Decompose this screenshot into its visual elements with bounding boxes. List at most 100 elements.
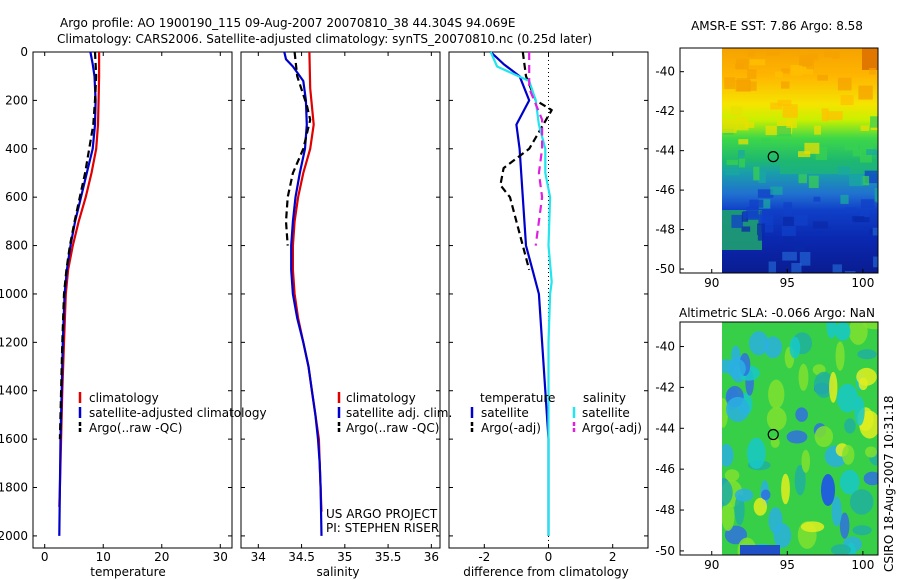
sst-cell [730, 105, 743, 116]
sst-cell [761, 138, 771, 144]
sst-cell [747, 48, 755, 57]
sla-cell [746, 437, 766, 469]
difference-plot-area: -2 0 2 [449, 51, 648, 564]
sst-map-title: AMSR-E SST: 7.86 Argo: 8.58 [691, 19, 863, 33]
sst-cell [845, 207, 858, 214]
legend-label-sal-satellite: satellite [582, 406, 630, 420]
sla-map-border [679, 321, 879, 556]
salinity-legend: climatology satellite adj. clim. Argo(..… [337, 391, 452, 435]
sla-cell [814, 426, 834, 448]
sla-cell [858, 377, 868, 391]
sst-cell [824, 49, 832, 58]
x-tick-label: -2 [478, 550, 490, 564]
sla-cell [724, 525, 748, 545]
sst-cell [874, 188, 878, 202]
x-tick-label: 0 [545, 550, 553, 564]
argo-location-marker [767, 428, 779, 441]
temperature-plot-area: 0 10 20 30 0 200 400 600 800 1000 1200 1400 1600 1800… [0, 45, 232, 564]
x-tick-label: 36 [424, 550, 439, 564]
sla-cell [734, 488, 754, 502]
sla-cell [831, 496, 842, 527]
sst-cell [741, 226, 751, 232]
salinity-xlabel: salinity [316, 565, 359, 579]
sst-cell [832, 51, 840, 59]
temperature-legend: climatology satellite-adjusted climatolo… [78, 391, 267, 435]
sst-cell [790, 64, 803, 76]
sst-cell [877, 51, 878, 62]
sla-cell [734, 494, 745, 526]
map-y-tick-label: -50 [655, 262, 675, 276]
sla-cell [724, 469, 740, 482]
sla-map-title: Altimetric SLA: -0.066 Argo: NaN [679, 306, 875, 320]
sst-cell [860, 199, 875, 209]
sla-cell [764, 336, 783, 359]
sst-cell [840, 194, 849, 204]
difference-xlabel: difference from climatology [463, 565, 629, 579]
y-tick-label: 400 [5, 142, 28, 156]
temperature-series-argo-raw-qc [58, 51, 98, 440]
sla-cell [852, 525, 872, 536]
sst-cell [813, 196, 821, 202]
map-x-tick-label: 90 [704, 558, 719, 572]
sst-cell [726, 159, 739, 165]
sst-cell [739, 155, 746, 168]
sst-cell [869, 68, 876, 75]
sla-cell [748, 331, 769, 356]
y-tick-label: 1200 [0, 335, 28, 349]
sla-cell [725, 396, 750, 422]
sst-cell [837, 77, 852, 91]
y-tick-label: 800 [5, 239, 28, 253]
y-tick-label: 1400 [0, 384, 28, 398]
sst-cell [798, 174, 807, 184]
sst-cell [782, 104, 798, 118]
sla-cell [789, 336, 801, 359]
sst-cell [781, 225, 796, 237]
difference-legend: temperature satellite Argo(-adj) salinit… [470, 391, 642, 435]
argo-location-marker [767, 151, 779, 163]
y-tick-label: 2000 [0, 529, 28, 543]
legend-label-argo: Argo(..raw -QC) [89, 421, 182, 435]
difference-series-salinity-satellite [489, 51, 553, 536]
sst-cell [844, 144, 859, 151]
sst-cell [759, 210, 770, 224]
sla-cell [849, 489, 874, 515]
map-y-tick-label: -40 [655, 340, 675, 354]
map-y-tick-label: -46 [655, 183, 675, 197]
sst-texture [722, 48, 878, 273]
sla-texture [722, 322, 878, 555]
sst-cell [832, 264, 842, 273]
sla-heatmap [722, 322, 878, 555]
timestamp-label: CSIRO 18-Aug-2007 10:31:18 [882, 396, 896, 572]
legend-label-satellite: satellite adj. clim. [346, 406, 452, 420]
legend-label-temp-satellite: satellite [481, 406, 529, 420]
map-x-tick-label: 95 [780, 558, 795, 572]
sst-cell [734, 63, 744, 69]
sst-cell [738, 150, 745, 159]
x-tick-label: 35.5 [375, 550, 402, 564]
sla-cell [848, 322, 868, 345]
sst-cell [812, 221, 828, 229]
sst-cell [766, 48, 780, 56]
sla-cell [727, 358, 746, 379]
sst-map-border [679, 47, 879, 274]
y-tick-label: 1600 [0, 432, 28, 446]
map-y-tick-label: -44 [655, 144, 675, 158]
sst-cell [858, 85, 873, 100]
sla-cell [768, 379, 785, 409]
sst-warm-patch [862, 48, 878, 70]
sst-cell [783, 216, 795, 226]
map-y-tick-label: -48 [655, 503, 675, 517]
sla-cell [766, 407, 787, 431]
sst-cell [761, 223, 774, 233]
sst-cell [782, 251, 797, 261]
sla-cell [857, 349, 877, 360]
y-tick-label: 200 [5, 93, 28, 107]
sst-cell [870, 116, 878, 128]
sst-cell [775, 71, 783, 78]
sst-cell [757, 189, 774, 198]
map-y-tick-label: -44 [655, 421, 675, 435]
sst-cell [852, 216, 865, 222]
y-tick-label: 600 [5, 190, 28, 204]
sst-cell [749, 199, 764, 208]
sst-heatmap [722, 48, 878, 273]
